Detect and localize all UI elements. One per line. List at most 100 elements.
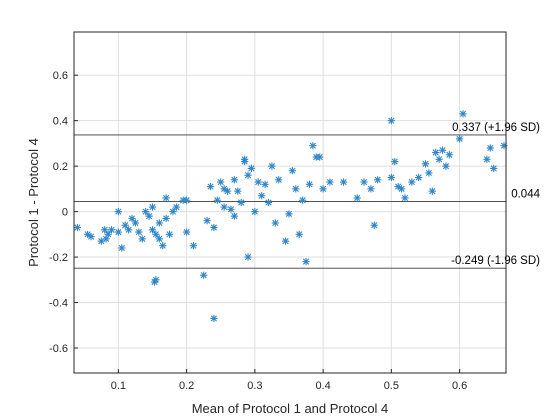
data-points [73,110,508,323]
y-tick-label: 0.2 [53,161,68,173]
data-point [145,212,153,220]
data-point [292,185,300,193]
data-point [367,185,375,193]
data-point [210,223,218,232]
data-point [183,228,191,236]
data-point [299,196,307,204]
data-point [104,230,112,238]
data-point [203,217,211,225]
data-point [213,196,221,204]
data-point [401,194,409,202]
data-point [387,117,395,125]
data-point [169,207,177,216]
data-point [459,110,467,118]
x-tick-label: 0.2 [179,380,194,392]
data-point [241,157,249,166]
data-point [326,178,334,186]
data-point [230,212,238,220]
data-point [227,205,235,213]
x-axis-title: Mean of Protocol 1 and Protocol 4 [192,401,389,416]
data-point [128,214,136,223]
data-point [442,162,450,170]
plot-area [73,31,507,374]
data-point [339,178,348,186]
data-point [295,230,303,238]
data-point [408,178,416,186]
data-point [206,182,215,191]
y-tick-label: 0.4 [53,116,68,128]
data-point [162,214,170,223]
data-point [268,162,276,170]
data-point [309,142,317,150]
data-point [73,223,82,232]
data-point [490,164,498,172]
grid [74,32,506,373]
x-tick-label: 0.5 [384,380,399,392]
data-point [353,194,361,202]
data-point [135,228,143,236]
data-point [234,187,242,195]
data-point [397,185,406,193]
data-point [275,176,283,184]
y-tick-label: -0.6 [49,343,68,355]
data-point [138,235,146,243]
data-point [387,173,395,182]
data-point [374,176,382,184]
ticks: 0.1 0.2 0.3 0.4 0.5 0.6 -0.6 -0.4 -0.2 0 0.2 0.4 0.6 [49,70,467,392]
x-tick-label: 0.6 [452,380,467,392]
data-point [223,187,232,195]
data-point [114,228,122,236]
data-point [254,178,262,186]
data-point [425,169,433,177]
data-point [142,207,150,216]
data-point [455,135,464,143]
data-point [271,219,279,227]
data-point [281,237,290,245]
data-point [217,178,225,186]
data-point [159,242,167,250]
y-tick-label: 0.6 [53,70,68,82]
data-point [172,203,180,211]
data-point [302,258,310,266]
data-point [165,230,174,238]
x-tick-label: 0.3 [247,380,262,392]
data-point [319,185,327,193]
data-point [189,242,198,250]
data-point [305,180,314,188]
data-point [445,151,453,159]
data-point [114,207,122,216]
data-point [261,180,269,188]
data-point [244,171,252,179]
data-point [121,221,129,229]
data-point [150,278,159,286]
data-point [155,235,163,243]
data-point [247,164,256,172]
data-point [87,233,95,241]
data-point [428,187,436,195]
data-point [316,153,324,161]
data-point [148,203,157,211]
data-point [432,148,440,157]
data-point [370,221,378,229]
data-point [148,226,157,234]
data-point [118,244,126,252]
data-point [210,314,218,323]
y-tick-label: -0.2 [49,252,68,264]
reference-line-label: -0.249 (-1.96 SD) [451,255,540,267]
data-point [264,198,273,207]
data-point [152,230,160,238]
data-point [107,226,116,234]
y-tick-label: -0.4 [49,298,68,310]
x-tick-label: 0.4 [315,380,330,392]
data-point [101,226,109,234]
y-tick-label: 0 [62,207,68,219]
data-point [438,146,447,154]
data-point [258,192,266,200]
data-point [421,160,430,168]
data-point [237,198,245,207]
reference-line-label: 0.044 [511,189,540,201]
reference-lines: 0.337 (+1.96 SD) 0.044 -0.249 (-1.96 SD) [74,122,541,269]
data-point [230,176,238,184]
y-axis-title: Protocol 1 - Protocol 4 [26,138,41,267]
